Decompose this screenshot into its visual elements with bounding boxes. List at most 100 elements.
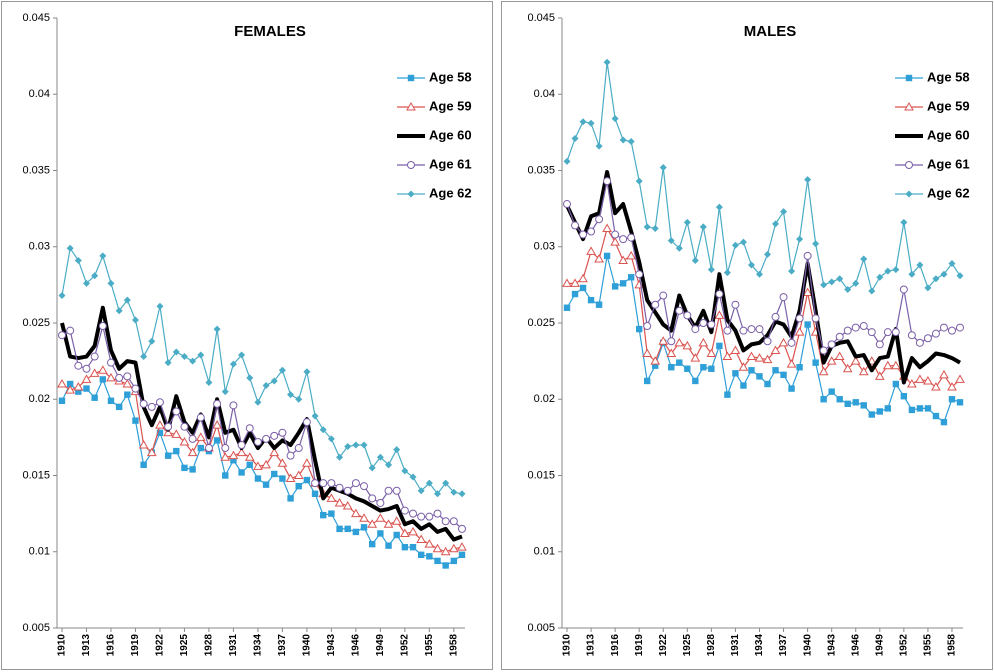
x-tick-label: 1925 — [179, 634, 190, 657]
y-tick-label: 0.03 — [534, 241, 555, 253]
marker — [375, 513, 386, 522]
marker — [425, 479, 433, 487]
marker — [579, 230, 588, 239]
marker — [699, 319, 708, 327]
x-tick-label: 1937 — [277, 634, 288, 657]
marker — [123, 372, 132, 381]
marker — [755, 325, 764, 334]
marker — [812, 240, 820, 248]
marker — [626, 250, 637, 260]
marker — [424, 539, 435, 548]
marker — [674, 337, 685, 347]
marker — [907, 378, 917, 388]
marker — [327, 435, 335, 443]
marker — [876, 408, 883, 415]
marker — [692, 377, 699, 385]
marker — [698, 337, 709, 347]
marker — [844, 400, 851, 408]
marker — [351, 508, 361, 518]
marker — [603, 252, 611, 260]
marker — [66, 326, 75, 335]
x-tick-label: 1931 — [730, 634, 741, 657]
marker — [417, 512, 426, 521]
marker — [611, 115, 619, 123]
marker — [763, 337, 772, 346]
marker — [115, 307, 123, 315]
marker — [253, 461, 263, 470]
y-tick-label: 0.01 — [534, 546, 555, 558]
x-tick-label: 1940 — [802, 634, 813, 657]
series-line — [61, 247, 463, 495]
marker — [448, 543, 459, 553]
marker — [884, 405, 892, 412]
marker — [586, 246, 596, 255]
y-tick-label: 0.005 — [22, 622, 50, 634]
marker — [279, 475, 286, 482]
marker — [450, 557, 458, 565]
marker — [213, 399, 222, 408]
marker — [923, 334, 932, 343]
legend-label: Age 58 — [927, 69, 970, 84]
marker — [723, 269, 731, 277]
marker — [796, 364, 803, 371]
marker — [891, 328, 900, 337]
marker — [89, 368, 100, 377]
marker — [416, 534, 427, 544]
marker — [619, 235, 628, 244]
marker — [794, 327, 805, 336]
legend-label: Age 58 — [429, 69, 472, 84]
marker — [739, 238, 747, 246]
marker — [706, 348, 717, 357]
legend-marker — [905, 161, 913, 169]
legend-marker — [904, 101, 914, 111]
marker — [924, 405, 932, 412]
marker — [956, 323, 964, 332]
marker — [820, 396, 827, 403]
marker — [383, 519, 394, 528]
marker — [618, 255, 629, 264]
marker — [360, 524, 368, 531]
x-tick-label: 1943 — [326, 634, 337, 657]
marker — [220, 452, 231, 461]
marker — [66, 244, 74, 252]
marker — [163, 427, 173, 437]
marker — [923, 375, 933, 385]
marker — [82, 279, 90, 287]
marker — [180, 353, 188, 361]
marker — [73, 382, 84, 391]
marker — [842, 363, 853, 373]
marker — [804, 321, 811, 328]
marker — [401, 467, 409, 475]
marker — [131, 384, 140, 393]
marker — [579, 284, 587, 292]
marker — [658, 336, 669, 345]
marker — [916, 405, 924, 412]
marker — [188, 434, 197, 443]
x-tick-label: 1910 — [562, 634, 573, 657]
marker — [204, 444, 213, 453]
marker — [262, 481, 270, 488]
marker — [611, 283, 619, 290]
marker — [58, 397, 66, 404]
marker — [699, 223, 707, 231]
marker — [754, 353, 765, 362]
marker — [107, 279, 115, 287]
marker — [915, 374, 925, 383]
marker — [351, 479, 360, 488]
marker — [181, 464, 188, 472]
x-tick-label: 1946 — [850, 634, 861, 657]
marker — [311, 412, 319, 420]
marker — [205, 378, 213, 386]
marker — [269, 447, 280, 457]
marker — [377, 530, 384, 537]
marker — [140, 461, 147, 469]
marker — [262, 382, 270, 390]
marker — [156, 429, 164, 436]
marker — [442, 479, 450, 487]
y-tick-label: 0.04 — [534, 88, 555, 100]
x-tick-label: 1949 — [375, 634, 386, 657]
marker — [106, 358, 115, 367]
marker — [571, 221, 580, 230]
marker — [172, 348, 180, 356]
marker — [860, 255, 868, 263]
